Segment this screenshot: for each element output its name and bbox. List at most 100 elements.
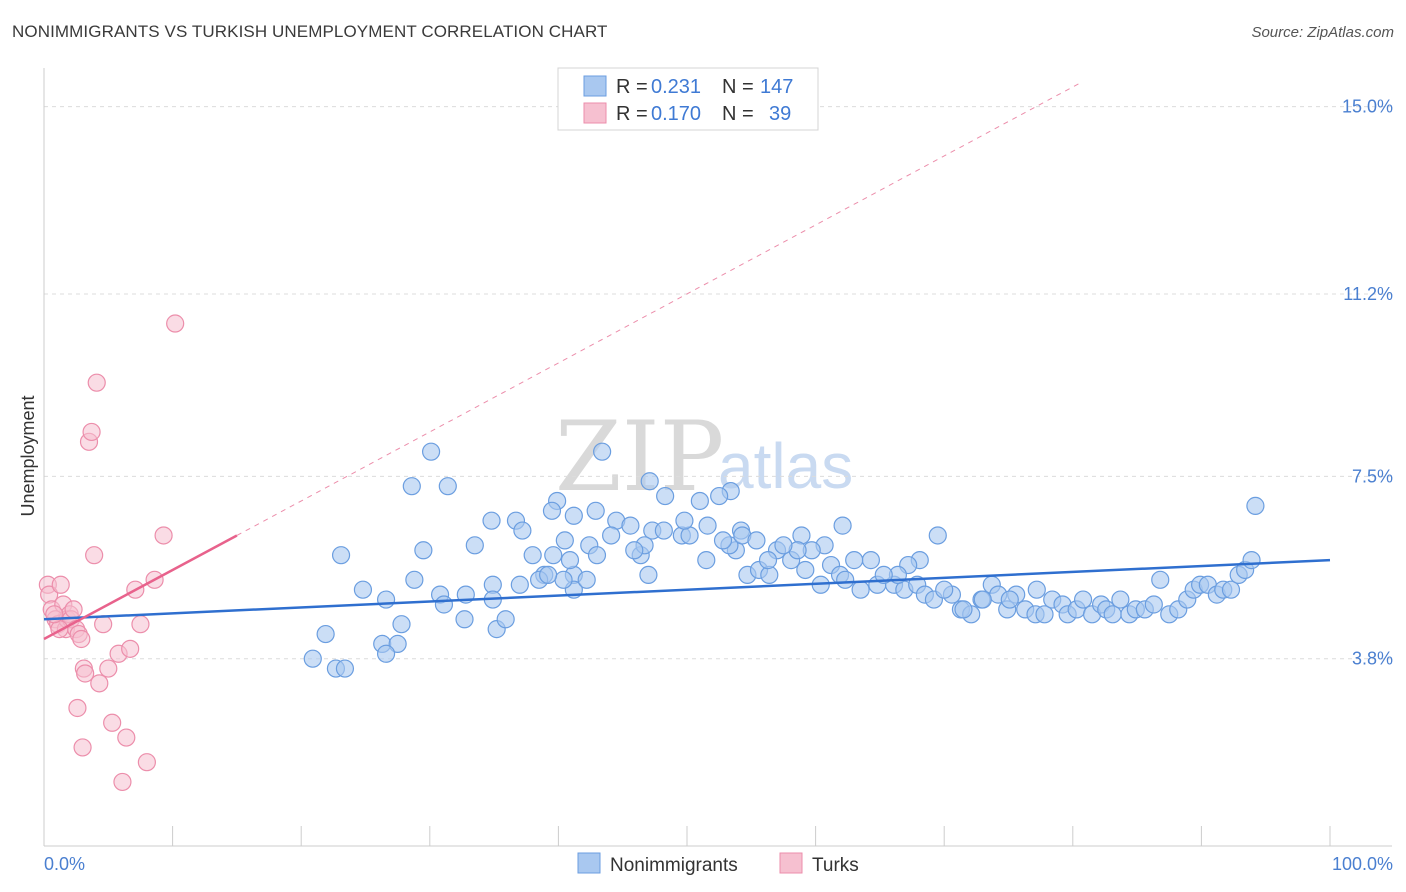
nonimmigrants-point (586, 501, 605, 520)
legend-r-label-1: R = (616, 76, 648, 98)
nonimmigrants-point (402, 477, 421, 496)
legend-turks-label: Turks (812, 855, 859, 876)
nonimmigrants-points (303, 442, 1265, 678)
legend-r-value-1: 0.231 (651, 76, 701, 98)
nonimmigrants-point (625, 541, 644, 560)
turks-point (154, 526, 173, 545)
legend-turks-swatch (779, 852, 803, 874)
nonimmigrants-point (698, 516, 717, 535)
y-tick-label: 3.8% (1352, 649, 1393, 669)
nonimmigrants-point (376, 590, 396, 609)
nonimmigrants-point (1151, 570, 1170, 589)
legend-r-value-2: 0.170 (651, 103, 701, 125)
turks-point (82, 422, 101, 442)
nonimmigrants-point (421, 442, 441, 461)
legend-r-label-2: R = (616, 103, 648, 125)
nonimmigrants-point (675, 511, 694, 530)
nonimmigrants-point (654, 521, 673, 540)
nonimmigrants-point (621, 516, 640, 535)
nonimmigrants-point (554, 570, 573, 589)
nonimmigrants-point (1035, 605, 1054, 624)
nonimmigrants-point (465, 536, 484, 555)
nonimmigrants-point (861, 551, 880, 570)
turks-point (137, 753, 156, 772)
y-tick-label: 7.5% (1352, 466, 1393, 486)
nonimmigrants-point (697, 551, 716, 570)
nonimmigrants-point (555, 531, 574, 550)
nonimmigrants-point (455, 610, 474, 629)
legend-nonimmigrants-swatch (577, 852, 601, 874)
nonimmigrants-point (928, 526, 947, 545)
nonimmigrants-point (833, 516, 852, 535)
nonimmigrants-point (510, 575, 529, 594)
nonimmigrants-point (1073, 590, 1093, 609)
nonimmigrants-point (639, 565, 658, 585)
nonimmigrants-point (774, 536, 793, 555)
nonimmigrants-point (747, 531, 766, 550)
nonimmigrants-point (1246, 496, 1265, 515)
nonimmigrants-point (496, 610, 515, 629)
nonimmigrants-point (438, 477, 457, 496)
source-label: Source: ZipAtlas.com (1251, 24, 1394, 41)
nonimmigrants-point (539, 565, 558, 585)
nonimmigrants-point (335, 659, 355, 678)
nonimmigrants-point (954, 600, 973, 619)
nonimmigrants-point (544, 546, 563, 565)
nonimmigrants-point (656, 486, 675, 506)
nonimmigrants-point (713, 531, 733, 550)
nonimmigrants-point (935, 580, 954, 599)
nonimmigrants-point (851, 580, 870, 599)
turks-point (121, 639, 140, 658)
nonimmigrants-point (560, 551, 580, 570)
turks-point (87, 373, 106, 392)
legend-nonimmigrants-label: Nonimmigrants (610, 855, 738, 876)
nonimmigrants-point (973, 590, 992, 609)
nonimmigrants-point (303, 649, 322, 668)
nonimmigrants-point (710, 486, 729, 506)
nonimmigrants-point (587, 546, 607, 565)
turks-point (51, 575, 70, 594)
nonimmigrants-point (542, 501, 562, 520)
turks-swatch (583, 102, 607, 124)
x-tick-marks (43, 826, 1331, 846)
turks-point (68, 698, 87, 718)
nonimmigrants-point (1111, 590, 1130, 609)
nonimmigrants-point (593, 442, 612, 461)
nonimmigrants-point (796, 560, 815, 580)
x-tick-label-max: 100.0% (1332, 854, 1393, 874)
turks-point (166, 314, 185, 333)
nonimmigrants-point (405, 570, 424, 589)
nonimmigrants-point (690, 491, 709, 511)
nonimmigrants-swatch (583, 75, 607, 97)
turks-point (76, 664, 95, 683)
legend-n-value-2: 39 (769, 103, 791, 125)
nonimmigrants-point (513, 521, 532, 540)
series-legend: Nonimmigrants Turks (577, 852, 859, 876)
nonimmigrants-point (1144, 595, 1163, 614)
nonimmigrants-point (577, 570, 596, 589)
nonimmigrants-point (316, 624, 335, 644)
nonimmigrants-point (482, 511, 501, 530)
nonimmigrants-point (758, 551, 778, 570)
nonimmigrants-point (1027, 580, 1046, 599)
nonimmigrants-point (1242, 551, 1261, 570)
nonimmigrants-point (1221, 580, 1241, 599)
y-axis-label: Unemployment (18, 395, 38, 516)
x-tick-label-min: 0.0% (44, 854, 85, 874)
watermark-atlas: atlas (718, 430, 853, 502)
turks-point (131, 615, 150, 634)
nonimmigrants-point (414, 541, 433, 560)
nonimmigrants-point (602, 526, 621, 545)
turks-point (73, 738, 92, 757)
nonimmigrants-point (376, 644, 396, 663)
nonimmigrants-point (836, 570, 855, 589)
nonimmigrants-point (640, 472, 659, 491)
nonimmigrants-point (388, 634, 407, 654)
turks-point (64, 600, 83, 619)
turks-points (38, 314, 185, 792)
nonimmigrants-trend-line (43, 558, 1331, 621)
legend-n-label-2: N = (722, 103, 754, 125)
turks-point (90, 674, 109, 693)
nonimmigrants-point (874, 565, 893, 585)
